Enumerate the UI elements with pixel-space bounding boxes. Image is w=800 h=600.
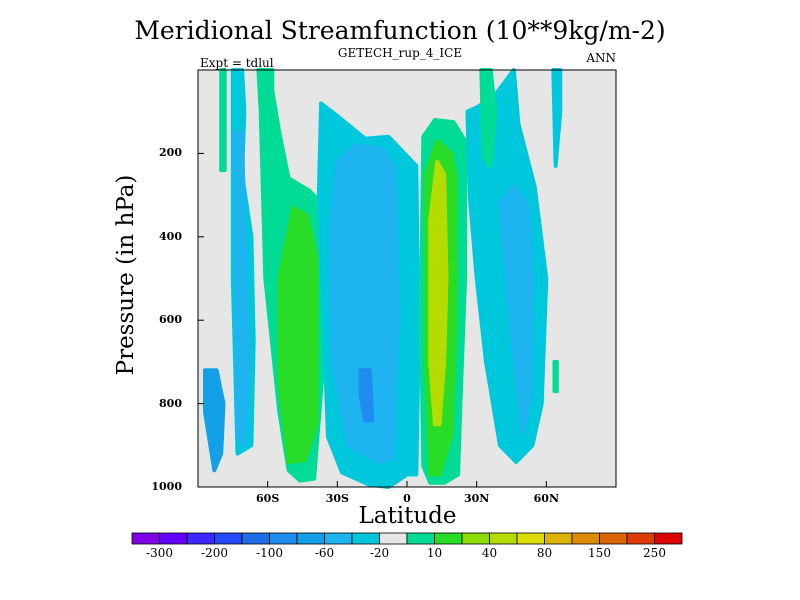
y-tick-label: 1000 (151, 480, 182, 493)
colorbar-swatch (131, 532, 160, 545)
y-tick-label: 400 (159, 229, 182, 243)
colorbar-swatch (269, 532, 298, 545)
colorbar-swatch (626, 532, 655, 545)
colorbar-swatch (241, 532, 270, 545)
chart-title: Meridional Streamfunction (10**9kg/m-2) (134, 16, 666, 45)
colorbar-label: -200 (201, 546, 228, 560)
contour-region-sh-polar-core (233, 130, 252, 448)
colorbar-label: 40 (481, 546, 498, 560)
colorbar-label: 10 (426, 546, 443, 560)
colorbar-swatch (186, 532, 215, 545)
colorbar-swatch (544, 532, 573, 545)
colorbar-swatch (489, 532, 518, 545)
colorbar-swatch (434, 532, 463, 545)
x-tick-label: 60S (256, 492, 280, 505)
contour-region-sh-hadley-core (328, 143, 400, 464)
season-label: ANN (586, 51, 616, 65)
x-tick-label: 0 (403, 492, 411, 505)
contour-region-sh-polar-left-strip (219, 68, 227, 173)
colorbar-swatch (654, 532, 683, 545)
colorbar-swatch (159, 532, 188, 545)
x-axis-label: Latitude (358, 503, 457, 529)
contour-region-nh-ferrel-core (497, 184, 535, 435)
contour-region-nh-hadley-max (428, 159, 449, 427)
x-tick-label: 60N (533, 492, 560, 505)
colorbar-swatch (214, 532, 243, 545)
colorbar-swatch (379, 532, 408, 545)
contour-region-sh-ferrel-core (277, 205, 319, 464)
colorbar-label: 80 (536, 546, 553, 560)
colorbar-label: -20 (369, 546, 390, 560)
colorbar (131, 532, 683, 545)
contour-region-nh-polar-tick (552, 359, 559, 394)
contour-region-nh-upper-cell (479, 68, 498, 168)
axis-ticks (198, 152, 547, 488)
x-tick-label: 30S (325, 492, 349, 505)
colorbar-swatch (599, 532, 628, 545)
experiment-label: Expt = tdlul (200, 56, 274, 70)
colorbar-swatch (296, 532, 325, 545)
colorbar-swatch (351, 532, 380, 545)
colorbar-label: -100 (256, 546, 283, 560)
chart-subtitle: GETECH_rup_4_ICE (337, 46, 463, 60)
colorbar-label: 150 (588, 546, 611, 560)
colorbar-label: -60 (314, 546, 335, 560)
colorbar-swatch (406, 532, 435, 545)
colorbar-swatch (571, 532, 600, 545)
colorbar-swatch (324, 532, 353, 545)
y-tick-label: 200 (159, 146, 182, 160)
y-tick-label: 600 (159, 313, 182, 327)
contour-regions (203, 68, 563, 489)
colorbar-label: 250 (643, 546, 666, 560)
contour-region-sh-hadley-max (358, 368, 375, 423)
colorbar-label: -300 (146, 546, 173, 560)
colorbar-swatch (516, 532, 545, 545)
x-tick-label: 30N (463, 492, 490, 505)
y-tick-label: 800 (159, 396, 182, 410)
colorbar-swatch (461, 532, 490, 545)
contour-region-sh-polar-cell-outer (203, 368, 226, 473)
